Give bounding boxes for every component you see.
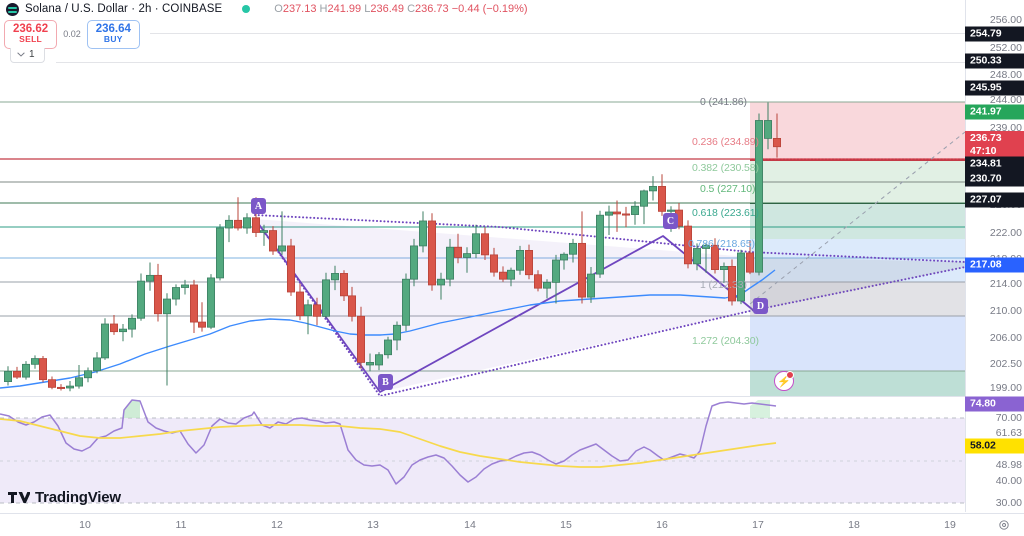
rsi-indicator-pane[interactable] [0,398,965,512]
alert-lightning-icon[interactable]: ⚡ [774,371,794,391]
moving-average-line [0,287,751,389]
abcd-pattern[interactable] [254,131,965,396]
ohlc-open-value: 237.13 [282,3,317,15]
forecast-zones [750,102,965,396]
price-axis-tick: 199.00 [989,382,1022,394]
time-axis-tick: 11 [175,519,187,531]
tradingview-logo-icon [8,492,30,503]
indicator-axis-tick: 30.00 [995,497,1022,509]
buy-button[interactable]: 236.64 BUY [86,20,140,49]
rsi-overbought-fill [124,400,140,418]
quantity-value: 1 [29,49,35,60]
fib-level-label: 0.236 (234.89) [692,136,759,148]
moving-average-projection [749,269,776,289]
ohlc-close-value: 236.73 [415,3,449,15]
price-axis-tick: 214.00 [989,278,1022,290]
price-chart-pane[interactable]: 0 (241.86) 0.236 (234.89) 0.382 (230.58) 0.… [0,14,965,396]
price-axis-label[interactable]: 241.97 [965,104,1024,120]
fib-level-label: 0.382 (230.58) [692,162,759,174]
price-axis-label[interactable]: 254.79 [965,26,1024,42]
tradingview-watermark-text: TradingView [35,489,121,506]
price-axis-tick: 206.00 [989,332,1022,344]
time-axis-tick: 17 [752,519,764,531]
indicator-axis-tick: 70.00 [995,412,1022,424]
price-axis-label[interactable]: 230.70 [965,171,1024,187]
buy-label: BUY [103,34,123,45]
rsi-moving-average-line [0,418,777,468]
time-axis-tick: 13 [367,519,379,531]
time-axis-tick: 15 [560,519,572,531]
ohlc-readout: O237.13 H241.99 L236.49 C236.73 −0.44 (−… [274,3,527,15]
solana-logo-icon [6,2,19,16]
rsi-canvas [0,398,965,512]
ohlc-high-value: 241.99 [327,3,362,15]
fib-level-label: 0.618 (223.61) [692,207,759,219]
fib-level-label: 0.5 (227.10) [700,183,756,195]
ohlc-low-label: L [364,3,371,15]
price-axis-tick: 210.00 [989,305,1022,317]
sell-label: SELL [19,34,43,45]
price-axis-tick: 222.00 [989,227,1022,239]
indicator-axis-tick: 48.98 [995,459,1022,471]
price-axis-label[interactable]: 245.95 [965,80,1024,96]
price-axis-label[interactable]: 250.33 [965,53,1024,69]
price-axis-tick: 244.00 [989,94,1022,106]
time-axis-tick: 19 [944,519,956,531]
pane-separator[interactable] [0,396,965,397]
live-status-dot-icon [242,5,251,13]
price-chart-canvas [0,101,965,396]
symbol-title[interactable]: Solana / U.S. Dollar · 2h · COINBASE [25,3,223,15]
trade-panel-divider [150,33,1024,34]
price-axis-tick: 202.50 [989,358,1022,370]
price-axis-tick: 256.00 [989,14,1022,26]
ohlc-open-label: O [274,3,283,15]
indicator-axis-label[interactable]: 58.02 [965,438,1024,454]
pattern-point-c[interactable]: C [663,213,678,229]
price-axis[interactable]: 256.00252.00248.00244.00239.00226.00222.… [965,0,1024,512]
sell-button[interactable]: 236.62 SELL [4,20,58,49]
price-axis-tick: 248.00 [989,69,1022,81]
pattern-point-d[interactable]: D [753,298,768,314]
quantity-stepper[interactable]: 1 [10,48,45,63]
ohlc-high-label: H [319,3,328,15]
buy-price: 236.64 [95,23,131,35]
indicator-axis-label[interactable]: 74.80 [965,396,1024,412]
time-axis-tick: 12 [271,519,283,531]
ohlc-low-value: 236.49 [370,3,404,15]
pattern-point-b[interactable]: B [378,374,393,390]
price-axis-label[interactable]: 234.81 [965,156,1024,172]
price-axis-tick: 252.00 [989,42,1022,54]
fibonacci-level-lines [0,101,965,372]
pattern-point-a[interactable]: A [251,198,266,214]
ohlc-close-label: C [407,3,416,15]
price-axis-label[interactable]: 227.07 [965,192,1024,208]
spread-value: 0.02 [63,29,81,40]
fib-level-label: 1.272 (204.30) [692,335,759,347]
chevron-down-icon [17,52,25,57]
chart-header: Solana / U.S. Dollar · 2h · COINBASE O23… [0,0,1024,18]
candlestick-series [4,102,782,392]
time-axis-tick: 14 [464,519,476,531]
fib-level-label: 0 (241.86) [700,96,747,108]
time-axis-tick: 16 [656,519,668,531]
time-axis[interactable]: 10 11 12 13 14 15 16 17 18 19 [0,513,1024,536]
quantity-divider [56,62,1024,63]
time-axis-tick: 18 [848,519,860,531]
tradingview-watermark: TradingView [8,489,121,506]
indicator-axis-tick: 61.63 [995,427,1022,439]
sell-price: 236.62 [13,23,49,35]
gear-icon[interactable] [998,519,1010,531]
rsi-line [0,399,777,485]
fib-level-label: 1 (212.33) [700,279,747,291]
price-axis-label[interactable]: 236.73 47:10 [965,131,1024,159]
ohlc-change: −0.44 (−0.19%) [451,3,528,15]
indicator-axis-tick: 40.00 [995,475,1022,487]
fib-level-label: 0.786 (218.65) [688,238,755,250]
trade-panel: 236.62 SELL 0.02 236.64 BUY [4,20,140,49]
price-axis-label[interactable]: 217.08 [965,257,1024,273]
time-axis-tick: 10 [79,519,91,531]
